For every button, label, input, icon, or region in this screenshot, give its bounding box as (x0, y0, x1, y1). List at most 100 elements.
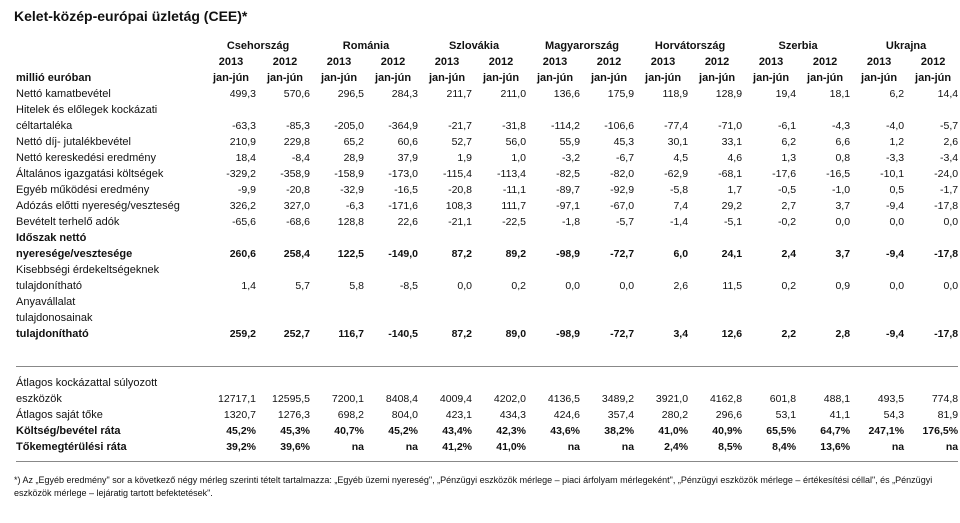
cell: 41,0% (474, 439, 528, 455)
table-row: Bevételt terhelő adók-65,6-68,6128,822,6… (14, 214, 960, 230)
cell: 30,1 (636, 134, 690, 150)
table-row: Adózás előtti nyereség/veszteség326,2327… (14, 198, 960, 214)
col-year: 2013 (312, 54, 366, 70)
col-period: jan-jún (798, 70, 852, 86)
cell: 2,4% (636, 439, 690, 455)
cell (528, 294, 582, 310)
cell (258, 375, 312, 391)
col-country: Szerbia (744, 38, 852, 54)
cell: -98,9 (528, 326, 582, 342)
row-label: Egyéb működési eredmény (14, 182, 204, 198)
cell: -140,5 (366, 326, 420, 342)
row-label: Nettó kereskedési eredmény (14, 150, 204, 166)
cell: 12717,1 (204, 391, 258, 407)
cell: 1,7 (690, 182, 744, 198)
cell: 2,2 (744, 326, 798, 342)
cell: 493,5 (852, 391, 906, 407)
cell: -21,1 (420, 214, 474, 230)
cell: -72,7 (582, 246, 636, 262)
cell (636, 230, 690, 246)
cell: 56,0 (474, 134, 528, 150)
cell: 40,7% (312, 423, 366, 439)
cell: -85,3 (258, 118, 312, 134)
cell: 29,2 (690, 198, 744, 214)
cell (636, 375, 690, 391)
cell: 258,4 (258, 246, 312, 262)
col-country: Csehország (204, 38, 312, 54)
cell: 3,7 (798, 198, 852, 214)
cell: -113,4 (474, 166, 528, 182)
table-row: eszközök12717,112595,57200,18408,44009,4… (14, 391, 960, 407)
cell: -82,0 (582, 166, 636, 182)
cell: -3,3 (852, 150, 906, 166)
cell: -24,0 (906, 166, 960, 182)
cell: 175,9 (582, 86, 636, 102)
cell: -173,0 (366, 166, 420, 182)
cell: 45,3% (258, 423, 312, 439)
cell: 3921,0 (636, 391, 690, 407)
cell: 5,7 (258, 278, 312, 294)
cell: -5,7 (906, 118, 960, 134)
row-label: Költség/bevétel ráta (14, 423, 204, 439)
table-row: Általános igazgatási költségek-329,2-358… (14, 166, 960, 182)
cell: na (582, 439, 636, 455)
cell: 8,5% (690, 439, 744, 455)
table-row: Nettó kamatbevétel499,3570,6296,5284,321… (14, 86, 960, 102)
cell: 52,7 (420, 134, 474, 150)
cell: 247,1% (852, 423, 906, 439)
table-body-bottom: Átlagos kockázattal súlyozotteszközök127… (14, 375, 960, 455)
cell (744, 375, 798, 391)
row-label: eszközök (14, 391, 204, 407)
cell: 45,2% (204, 423, 258, 439)
cell: 1,0 (474, 150, 528, 166)
row-label: Nettó kamatbevétel (14, 86, 204, 102)
cell (258, 102, 312, 118)
cell: 118,9 (636, 86, 690, 102)
cell: -6,3 (312, 198, 366, 214)
cell: -205,0 (312, 118, 366, 134)
col-year: 2012 (906, 54, 960, 70)
col-period: jan-jún (636, 70, 690, 86)
cell: -72,7 (582, 326, 636, 342)
cell: 37,9 (366, 150, 420, 166)
cell (204, 375, 258, 391)
cell (636, 294, 690, 310)
cell: -21,7 (420, 118, 474, 134)
cell: 12,6 (690, 326, 744, 342)
cell (582, 375, 636, 391)
cell: -149,0 (366, 246, 420, 262)
cell (474, 262, 528, 278)
cell: -8,5 (366, 278, 420, 294)
page-title: Kelet-közép-európai üzletág (CEE)* (14, 8, 946, 24)
col-period: jan-jún (852, 70, 906, 86)
cell (582, 102, 636, 118)
cell: 3,4 (636, 326, 690, 342)
cell (852, 375, 906, 391)
cell: -77,4 (636, 118, 690, 134)
col-period: jan-jún (906, 70, 960, 86)
cell: 89,0 (474, 326, 528, 342)
cell (420, 102, 474, 118)
cell: 55,9 (528, 134, 582, 150)
cell (582, 310, 636, 326)
cell (906, 375, 960, 391)
cell: na (312, 439, 366, 455)
table-row: tulajdonítható259,2252,7116,7-140,587,28… (14, 326, 960, 342)
cell: 6,0 (636, 246, 690, 262)
cell (798, 310, 852, 326)
cell: 284,3 (366, 86, 420, 102)
cell (312, 294, 366, 310)
cell: 327,0 (258, 198, 312, 214)
row-label: tulajdonítható (14, 278, 204, 294)
table-row: Anyavállalat (14, 294, 960, 310)
cell: 1,9 (420, 150, 474, 166)
cell: 601,8 (744, 391, 798, 407)
page: Kelet-közép-európai üzletág (CEE)* Cseho… (0, 0, 960, 511)
cell: 280,2 (636, 407, 690, 423)
cell: 774,8 (906, 391, 960, 407)
row-label: tulajdonítható (14, 326, 204, 342)
row-label: Nettó díj- jutalékbevétel (14, 134, 204, 150)
table-body-top: Nettó kamatbevétel499,3570,6296,5284,321… (14, 86, 960, 342)
cell (906, 262, 960, 278)
cell: 260,6 (204, 246, 258, 262)
